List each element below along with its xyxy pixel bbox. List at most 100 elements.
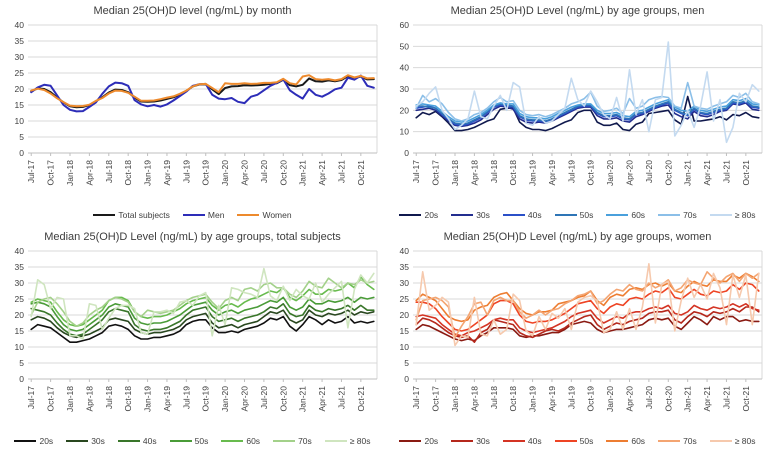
legend-item-80s: ≥ 80s (324, 436, 371, 446)
legend-line-swatch (273, 440, 296, 442)
svg-text:Oct-18: Oct-18 (508, 160, 518, 186)
legend-line-swatch (658, 214, 681, 216)
svg-text:Jul-21: Jul-21 (721, 386, 731, 409)
svg-text:0: 0 (404, 148, 409, 158)
legend-label: 20s (424, 210, 439, 220)
svg-text:15: 15 (15, 100, 25, 110)
legend-label: Women (262, 210, 292, 220)
svg-text:Jan-20: Jan-20 (220, 160, 230, 186)
legend-item-20s: 20s (399, 436, 438, 446)
legend-label: 60s (631, 210, 646, 220)
legend-line-swatch (237, 214, 260, 216)
series-line-30s (30, 309, 375, 339)
svg-text:Jul-18: Jul-18 (489, 386, 499, 409)
svg-text:Jul-17: Jul-17 (26, 386, 36, 409)
legend-line-swatch (709, 440, 732, 442)
svg-text:25: 25 (15, 68, 25, 78)
legend-item-80s: ≥ 80s (709, 436, 756, 446)
line-plot-age-total: 0 5 10 15 20 25 30 35 40 Jul-17 Oct-17 Jan-18 Apr-18… (15, 246, 378, 412)
svg-text:Oct-17: Oct-17 (46, 160, 56, 186)
svg-text:40: 40 (15, 20, 25, 30)
svg-text:10: 10 (400, 127, 410, 137)
svg-text:Jan-18: Jan-18 (65, 386, 75, 412)
legend-item-70s: 70s (658, 210, 697, 220)
legend-label: 60s (246, 436, 261, 446)
legend-item-women: Women (237, 210, 292, 220)
svg-text:Apr-18: Apr-18 (469, 386, 479, 412)
series-line-70s (415, 270, 760, 339)
chart-legend-by-month: Total subjects Men Women (0, 208, 385, 222)
legend-label: 40s (527, 436, 542, 446)
legend-label: 50s (194, 436, 209, 446)
svg-text:Jan-19: Jan-19 (528, 386, 538, 412)
svg-text:40: 40 (400, 246, 410, 256)
series-line-40s (415, 101, 760, 127)
svg-text:10: 10 (15, 116, 25, 126)
svg-text:50: 50 (400, 41, 410, 51)
svg-text:Jul-18: Jul-18 (104, 160, 114, 183)
chart-legend-age-women: 20s 30s 40s 50s 60s 70s ≥ 80s (385, 434, 770, 448)
legend-line-swatch (117, 440, 140, 442)
legend-item-50s: 50s (554, 210, 593, 220)
svg-text:15: 15 (400, 326, 410, 336)
svg-text:Jul-19: Jul-19 (181, 160, 191, 183)
legend-line-swatch (93, 214, 116, 216)
svg-text:Jul-17: Jul-17 (411, 386, 421, 409)
svg-text:25: 25 (15, 294, 25, 304)
legend-line-swatch (606, 440, 629, 442)
svg-text:Jul-20: Jul-20 (644, 160, 654, 183)
series-lines (30, 74, 375, 113)
svg-text:5: 5 (19, 132, 24, 142)
legend-label: 20s (39, 436, 54, 446)
series-lines (415, 262, 760, 347)
series-line-30s (415, 102, 760, 128)
x-axis-labels: Jul-17 Oct-17 Jan-18 Apr-18 Jul-18 Oct-18 Jan-… (411, 379, 751, 412)
legend-line-swatch (502, 440, 525, 442)
svg-text:40: 40 (400, 63, 410, 73)
legend-label: 70s (683, 210, 697, 220)
legend-label: 70s (683, 436, 697, 446)
svg-text:Oct-19: Oct-19 (586, 160, 596, 186)
svg-text:Jul-21: Jul-21 (336, 386, 346, 409)
svg-text:Jul-20: Jul-20 (259, 160, 269, 183)
svg-text:35: 35 (15, 36, 25, 46)
svg-text:Oct-21: Oct-21 (356, 386, 366, 412)
svg-text:Oct-18: Oct-18 (123, 386, 133, 412)
x-axis-labels: Jul-17 Oct-17 Jan-18 Apr-18 Jul-18 Oct-18 Jan-… (26, 379, 366, 412)
legend-label: 50s (579, 436, 594, 446)
legend-item-50s: 50s (169, 436, 209, 446)
legend-item-40s: 40s (117, 436, 157, 446)
svg-text:20: 20 (15, 84, 25, 94)
series-line-80s (415, 262, 760, 347)
svg-text:Apr-19: Apr-19 (547, 386, 557, 412)
svg-text:25: 25 (400, 294, 410, 304)
legend-item-30s: 30s (66, 436, 105, 446)
legend-item-30s: 30s (451, 436, 490, 446)
legend-label: 30s (476, 436, 490, 446)
svg-text:15: 15 (15, 326, 25, 336)
legend-item-60s: 60s (606, 436, 645, 446)
svg-text:Jan-20: Jan-20 (605, 160, 615, 186)
legend-label: ≥ 80s (734, 210, 756, 220)
legend-line-swatch (324, 440, 347, 442)
svg-text:Oct-19: Oct-19 (201, 386, 211, 412)
svg-text:Oct-17: Oct-17 (431, 160, 441, 186)
svg-text:35: 35 (400, 262, 410, 272)
series-line-40s (415, 302, 760, 337)
legend-item-20s: 20s (14, 436, 53, 446)
legend-item-40s: 40s (502, 210, 542, 220)
svg-text:Apr-20: Apr-20 (625, 386, 635, 412)
series-line-60s (30, 275, 375, 327)
legend-line-swatch (66, 440, 89, 442)
svg-text:Jul-18: Jul-18 (104, 386, 114, 409)
legend-item-60s: 60s (221, 436, 260, 446)
y-axis-labels: 0 10 20 30 40 50 60 (400, 20, 410, 158)
legend-label: 70s (298, 436, 312, 446)
legend-label: 40s (527, 210, 542, 220)
svg-text:Apr-21: Apr-21 (702, 386, 712, 412)
legend-item-50s: 50s (554, 436, 594, 446)
series-line-50s (30, 296, 375, 332)
svg-text:Jan-19: Jan-19 (143, 160, 153, 186)
legend-line-swatch (221, 440, 244, 442)
svg-text:Oct-18: Oct-18 (123, 160, 133, 186)
